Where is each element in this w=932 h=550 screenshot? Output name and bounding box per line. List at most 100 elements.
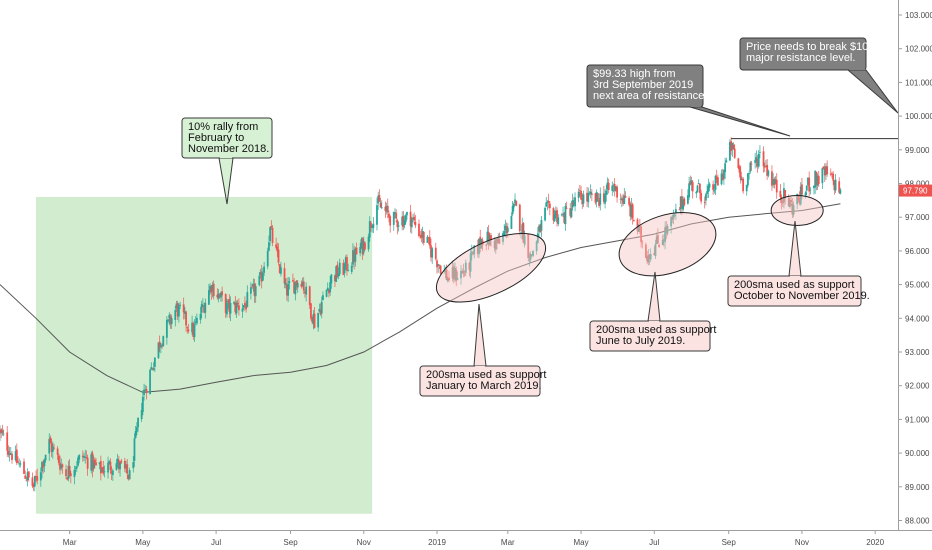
- candle-body: [739, 171, 742, 181]
- candle-body: [326, 287, 329, 291]
- candle-body: [39, 472, 42, 481]
- candle-body: [56, 448, 59, 455]
- candle-body: [587, 193, 590, 203]
- candle-body: [149, 369, 151, 395]
- x-tick-label: Nov: [357, 538, 371, 547]
- candle-body: [798, 198, 801, 204]
- candle-body: [431, 248, 434, 258]
- candle-body: [629, 203, 632, 217]
- candle-body: [143, 389, 145, 395]
- candle-body: [354, 248, 357, 262]
- candle-body: [287, 283, 290, 296]
- candle-body: [687, 195, 689, 204]
- candle-body: [413, 216, 416, 221]
- candle-body: [153, 357, 156, 367]
- candle-body: [342, 262, 345, 275]
- candle-body: [141, 396, 144, 413]
- candle-body: [312, 314, 315, 324]
- candle-body: [276, 246, 279, 252]
- candle-body: [275, 244, 278, 248]
- candle-body: [632, 220, 635, 221]
- rally-highlight: [36, 196, 373, 514]
- candle-body: [720, 173, 723, 185]
- candle-body: [780, 196, 783, 204]
- candle-body: [571, 200, 574, 208]
- candle-body: [145, 388, 148, 394]
- candle-body: [590, 193, 593, 195]
- candle-body: [572, 202, 575, 205]
- candle-body: [338, 262, 341, 274]
- candle-body: [421, 231, 424, 238]
- candle-body: [98, 462, 101, 465]
- candle-body: [578, 190, 581, 192]
- candle-body: [640, 226, 642, 242]
- candle-body: [335, 266, 338, 282]
- annotation-text-line: October to November 2019.: [734, 290, 870, 302]
- candle-body: [535, 241, 538, 252]
- candle-body: [182, 304, 185, 313]
- candle-body: [807, 177, 809, 186]
- candle-body: [536, 233, 539, 244]
- candle-body: [320, 301, 323, 314]
- candle-body: [380, 207, 383, 209]
- candle-body: [503, 230, 506, 235]
- candle-body: [31, 477, 34, 486]
- candle-body: [283, 268, 286, 284]
- candle-body: [133, 438, 136, 461]
- candle-body: [195, 317, 198, 324]
- candle-body: [385, 206, 388, 212]
- candle-body: [406, 211, 408, 216]
- candle-body: [384, 206, 387, 211]
- candle-body: [797, 195, 800, 200]
- candle-body: [1, 430, 4, 434]
- candle-body: [212, 283, 215, 297]
- candle-body: [204, 302, 207, 313]
- candle-body: [656, 235, 659, 244]
- rally-highlight-layer: [36, 196, 373, 514]
- candle-body: [6, 432, 9, 451]
- candle-body: [404, 215, 407, 222]
- candle-body: [14, 451, 17, 461]
- candle-body: [233, 301, 236, 304]
- candle-body: [334, 275, 336, 282]
- candle-body: [765, 165, 767, 167]
- candle-body: [402, 216, 405, 227]
- candle-body: [748, 173, 751, 175]
- candle-body: [23, 461, 25, 474]
- candle-body: [19, 463, 22, 465]
- candle-body: [732, 144, 735, 150]
- candle-body: [57, 455, 60, 463]
- candle-body: [614, 186, 617, 192]
- candle-body: [280, 267, 282, 274]
- candle-body: [469, 253, 472, 272]
- candle-body: [134, 430, 137, 438]
- candle-body: [236, 302, 239, 305]
- candle-body: [791, 203, 794, 215]
- candle-body: [605, 190, 608, 195]
- candle-body: [9, 453, 12, 454]
- candle-body: [787, 198, 790, 207]
- candle-body: [749, 162, 752, 172]
- y-tick-label: 102.000: [905, 45, 932, 54]
- candle-body: [50, 443, 53, 452]
- candle-body: [262, 273, 264, 281]
- y-tick-label: 101.000: [905, 78, 932, 87]
- candle-body: [504, 225, 507, 231]
- annotation-text-line: 200sma used as support: [596, 324, 716, 336]
- candle-body: [586, 192, 588, 202]
- annotation-text-line: June to July 2019.: [596, 335, 685, 347]
- candle-body: [724, 163, 727, 173]
- candle-body: [527, 233, 530, 259]
- candle-body: [554, 210, 557, 216]
- x-tick-label: Jul: [649, 538, 659, 547]
- candle-body: [631, 204, 634, 219]
- candle-body: [211, 284, 214, 292]
- candle-body: [636, 219, 639, 232]
- candle-body: [120, 460, 123, 463]
- candle-body: [144, 390, 147, 392]
- candle-body: [362, 241, 365, 253]
- candle-body: [269, 227, 272, 241]
- candle-body: [268, 242, 270, 251]
- candle-body: [823, 167, 826, 176]
